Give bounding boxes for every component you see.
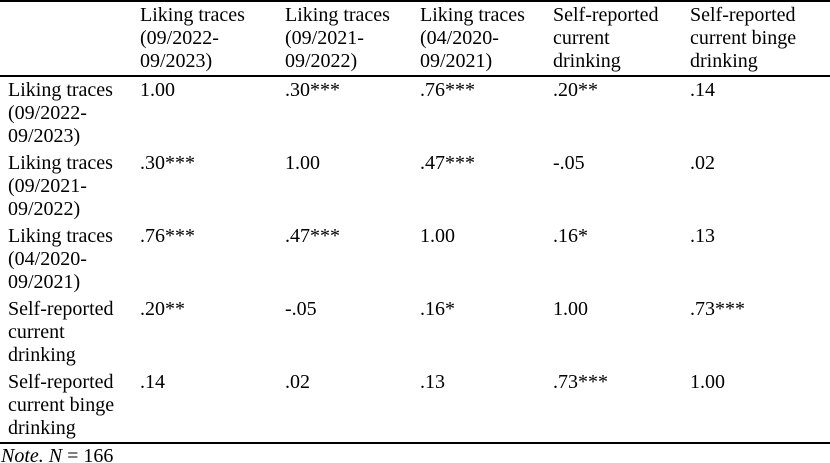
value-cell: .16* (553, 225, 588, 247)
table-row: Liking traces (09/2021-09/2022) .30*** 1… (0, 150, 830, 223)
column-header: Liking traces (04/2020-09/2021) (413, 0, 546, 77)
column-header: Liking traces (09/2021-09/2022) (278, 0, 413, 77)
row-label: Self-reported current binge drinking (0, 369, 133, 444)
value-cell: 1.00 (553, 298, 588, 320)
value-cell: .20** (140, 298, 185, 320)
value-cell: 1.00 (140, 79, 175, 101)
corner-cell (0, 0, 133, 77)
value-cell: .13 (413, 369, 546, 444)
row-label: Liking traces (04/2020-09/2021) (8, 225, 113, 293)
value-cell: .47*** (420, 152, 475, 174)
column-header: Liking traces (09/2022-09/2023) (133, 0, 278, 77)
note-n-symbol: N (48, 445, 63, 463)
column-header: Self-reported current drinking (546, 0, 683, 77)
value-cell: .16* (420, 298, 455, 320)
row-label: Liking traces (09/2022-09/2023) (8, 79, 113, 147)
value-cell: .47*** (285, 225, 340, 247)
value-cell: .13 (690, 225, 715, 247)
table-row: Self-reported current binge drinking .14… (0, 369, 830, 444)
table-row: Liking traces (04/2020-09/2021) .76*** .… (0, 223, 830, 296)
row-label: Self-reported current drinking (8, 298, 114, 366)
correlation-table: Liking traces (09/2022-09/2023) Liking t… (0, 0, 830, 444)
value-cell: .73*** (546, 369, 683, 444)
column-header: Self-reported current binge drinking (683, 0, 830, 77)
value-cell: .30*** (285, 79, 340, 101)
value-cell: 1.00 (420, 225, 455, 247)
value-cell: .20** (553, 79, 598, 101)
value-cell: -.05 (285, 298, 317, 320)
table-row: Self-reported current drinking .20** -.0… (0, 296, 830, 369)
note-label: Note. (1, 445, 44, 463)
value-cell: .02 (278, 369, 413, 444)
value-cell: 1.00 (683, 369, 830, 444)
value-cell: -.05 (553, 152, 585, 174)
value-cell: .73*** (690, 298, 745, 320)
value-cell: .76*** (420, 79, 475, 101)
value-cell: .14 (690, 79, 715, 101)
table-row: Liking traces (09/2022-09/2023) 1.00 .30… (0, 76, 830, 150)
row-label: Liking traces (09/2021-09/2022) (8, 152, 113, 220)
note-value: = 166 (67, 445, 114, 463)
table-note: Note. N = 166 (0, 444, 830, 463)
value-cell: 1.00 (285, 152, 320, 174)
value-cell: .14 (133, 369, 278, 444)
value-cell: .02 (690, 152, 715, 174)
value-cell: .30*** (140, 152, 195, 174)
value-cell: .76*** (140, 225, 195, 247)
header-row: Liking traces (09/2022-09/2023) Liking t… (0, 0, 830, 77)
